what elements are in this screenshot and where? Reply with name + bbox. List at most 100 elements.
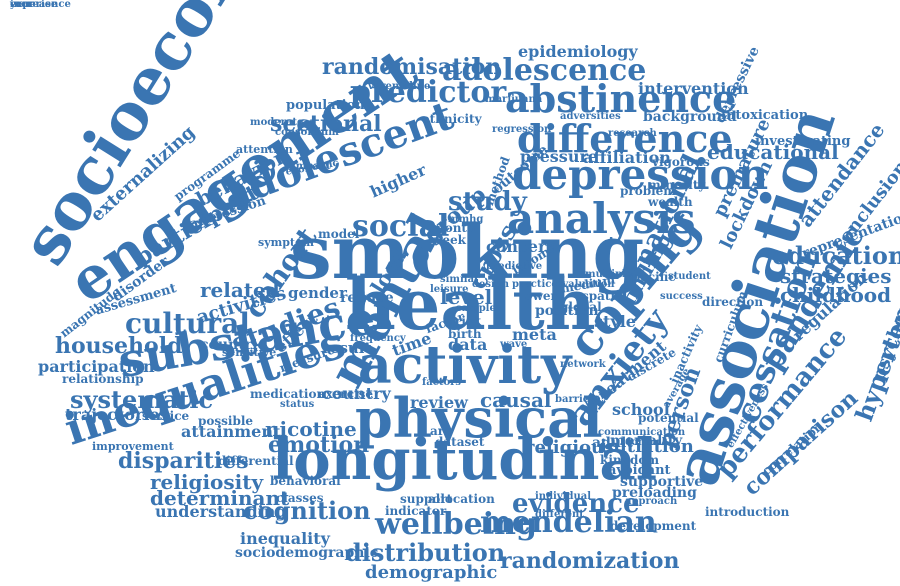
cloud-word: determinant [150,486,290,510]
cloud-word: religiosity [150,470,264,494]
cloud-word: country [322,384,391,403]
cloud-word: symptom [258,236,314,249]
cloud-word: data [448,335,488,354]
cloud-word: cognition [243,496,371,525]
cloud-word: mmhg [448,214,484,225]
cloud-word: initiation [600,436,694,457]
cloud-word: randomisation [322,54,502,80]
cloud-word: control [625,437,666,448]
cloud-word: month [432,221,476,235]
cloud-word: medication [250,387,326,401]
cloud-word: higher [367,160,429,202]
cloud-word: evidence [512,489,640,519]
cloud-word: birth [448,327,482,341]
cloud-word: preloading [612,485,697,501]
cloud-word: abstinence [505,76,737,121]
cloud-word: problem [620,184,676,198]
cloud-word: success [660,291,703,302]
cloud-word: increase [10,0,58,10]
cloud-word: analysis [507,194,696,243]
cloud-word: model [318,227,360,241]
cloud-word: regression [492,124,552,135]
cloud-word: different [535,509,584,520]
cloud-word: review [410,393,468,412]
cloud-word: strategies [780,264,892,288]
cloud-word: smoking [290,210,645,296]
cloud-word: inequality [240,529,330,548]
cloud-word: result [322,339,372,357]
cloud-word: gender [288,284,347,302]
cloud-word: education [772,241,900,270]
cloud-word: approach [625,496,678,507]
cloud-word: study [448,187,527,217]
cloud-word: distribution [345,538,506,567]
cloud-word: possible [198,414,254,428]
cloud-word: individual [535,491,592,502]
cloud-word: randomization [500,548,680,574]
cloud-word: direction [702,295,764,309]
cloud-word: frequency [350,333,406,344]
cloud-word: causal [480,388,552,412]
cloud-word: support [400,492,453,506]
cloud-word: trajectories [65,405,169,424]
cloud-word: classes [276,491,324,505]
cloud-word: related [200,278,280,302]
cloud-word: style [594,312,636,331]
cloud-word: risk [455,314,481,328]
cloud-word: investigating [755,134,851,149]
cloud-word: supportive [620,474,704,490]
cloud-word: epidemiology [518,42,638,61]
cloud-word: longitudinal [272,427,658,493]
cloud-word: potential [638,411,699,425]
cloud-word: mortality [610,433,683,449]
cloud-word: predictive [486,261,543,272]
cloud-word: intervention [638,79,749,98]
cloud-word: health [345,263,596,346]
cloud-word: sample [456,303,496,314]
cloud-word: adult [592,435,633,451]
cloud-word: differential [218,454,294,468]
cloud-word: service [142,409,190,423]
cloud-word: consortium [275,127,339,138]
cloud-word: behavioral [270,474,341,488]
cloud-word: social [352,209,450,244]
cloud-word: adolescence [442,53,647,88]
cloud-word: student [668,271,711,282]
cloud-word: cultural [125,307,250,340]
cloud-word: sectional [270,111,382,137]
cloud-word: communication [598,427,686,438]
cloud-word: varenicline [368,81,431,92]
cloud-word: demographic [365,562,498,583]
cloud-word: art [430,424,450,438]
cloud-word: barrier [555,394,595,405]
cloud-word: week [432,233,466,247]
cloud-word: experience [10,0,71,10]
cloud-word: year [10,0,34,10]
cloud-word: wealth [648,195,693,209]
cloud-word: wellbeing [375,507,537,542]
cloud-word: concern [486,237,559,256]
cloud-word: sociodemographic [235,545,379,561]
cloud-word: childhood [780,283,892,307]
cloud-word: specific [625,270,676,284]
cloud-word: activity [358,335,572,396]
cloud-word: sensitive [222,346,277,359]
cloud-word: pressure [520,147,599,166]
cloud-word: lower [520,289,557,303]
cloud-word: physical [355,386,603,450]
cloud-word: position [535,303,599,319]
cloud-word: vigorous [652,155,710,169]
cloud-word: evaluation [556,279,615,290]
cloud-word: improvement [92,440,174,453]
cloud-word: status [280,399,315,410]
cloud-word: depression [512,150,769,199]
cloud-word: level [440,285,493,309]
cloud-word: relationship [62,372,144,386]
cloud-word: nicotine [265,417,357,441]
cloud-word: multiple [585,269,633,280]
cloud-word: predictor [350,75,507,110]
cloud-word: population [286,98,365,113]
cloud-word: participation [38,357,155,376]
cloud-word: marijuana [485,94,543,105]
